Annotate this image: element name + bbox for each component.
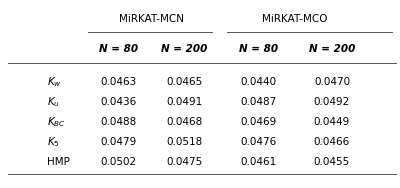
Text: $K_{BC}$: $K_{BC}$ [47,115,66,129]
Text: N = 80: N = 80 [239,44,278,54]
Text: HMP: HMP [47,157,70,167]
Text: 0.0488: 0.0488 [100,117,137,127]
Text: N = 200: N = 200 [309,44,355,54]
Text: 0.0466: 0.0466 [314,137,350,147]
Text: 0.0463: 0.0463 [100,77,137,87]
Text: MiRKAT-MCO: MiRKAT-MCO [262,14,328,24]
Text: MiRKAT-MCN: MiRKAT-MCN [119,14,184,24]
Text: $N$ denotes the sample size. $K_w$, the weighted UniFrac kernel; $K_u$, the unwe: $N$ denotes the sample size. $K_w$, the … [8,186,364,188]
Text: 0.0465: 0.0465 [166,77,203,87]
Text: 0.0470: 0.0470 [314,77,350,87]
Text: 0.0436: 0.0436 [100,97,137,107]
Text: 0.0455: 0.0455 [314,157,350,167]
Text: 0.0449: 0.0449 [314,117,350,127]
Text: 0.0492: 0.0492 [314,97,350,107]
Text: 0.0491: 0.0491 [166,97,203,107]
Text: 0.0461: 0.0461 [240,157,276,167]
Text: 0.0440: 0.0440 [240,77,276,87]
Text: $K_w$: $K_w$ [47,75,62,89]
Text: 0.0518: 0.0518 [166,137,203,147]
Text: 0.0469: 0.0469 [240,117,276,127]
Text: $K_u$: $K_u$ [47,95,60,109]
Text: 0.0475: 0.0475 [166,157,203,167]
Text: 0.0476: 0.0476 [240,137,276,147]
Text: 0.0468: 0.0468 [166,117,203,127]
Text: 0.0479: 0.0479 [100,137,137,147]
Text: N = 200: N = 200 [161,44,208,54]
Text: $K_5$: $K_5$ [47,135,60,149]
Text: 0.0502: 0.0502 [100,157,137,167]
Text: N = 80: N = 80 [99,44,138,54]
Text: 0.0487: 0.0487 [240,97,276,107]
